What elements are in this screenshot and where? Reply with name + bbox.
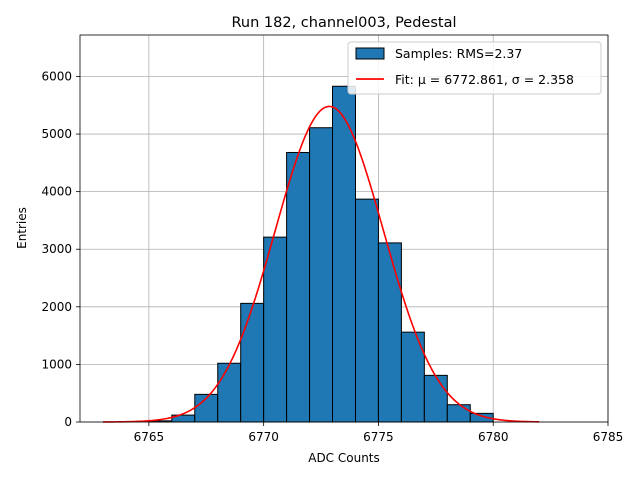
legend: Samples: RMS=2.37 Fit: μ = 6772.861, σ =… (347, 41, 602, 95)
histogram-bar (446, 404, 471, 423)
histogram-bar (286, 151, 311, 423)
fit-curve (102, 105, 540, 423)
legend-samples-label: Samples: RMS=2.37 (395, 46, 522, 61)
y-tick-label: 6000 (41, 69, 72, 83)
y-tick-label: 5000 (41, 127, 72, 141)
y-tick-label: 3000 (41, 242, 72, 256)
histogram-bar (354, 198, 379, 423)
histogram-bars (148, 85, 494, 423)
histogram-bar (377, 242, 402, 423)
histogram-bar (309, 127, 334, 423)
legend-box (347, 41, 602, 95)
legend-samples-swatch (355, 47, 385, 60)
fit-curve-layer (102, 105, 540, 423)
histogram-bar (332, 85, 356, 423)
x-tick-label: 6780 (478, 430, 509, 444)
legend-fit-label: Fit: μ = 6772.861, σ = 2.358 (395, 72, 574, 87)
y-tick-label: 0 (64, 415, 72, 429)
x-tick-label: 6785 (593, 430, 624, 444)
y-tick-label: 4000 (41, 185, 72, 199)
x-tick-label: 6770 (248, 430, 279, 444)
x-axis-title: ADC Counts (308, 451, 380, 465)
y-axis-ticks: 0 1000 2000 3000 4000 5000 6000 (41, 69, 80, 429)
y-axis-title: Entries (15, 207, 29, 249)
histogram-bar (240, 302, 265, 423)
x-axis-ticks: 6765 6770 6775 6780 6785 (134, 422, 624, 444)
chart-title: Run 182, channel003, Pedestal (231, 15, 456, 31)
histogram-bar (263, 236, 288, 423)
plot-frame (79, 34, 609, 423)
histogram-bar (423, 374, 448, 423)
y-tick-label: 2000 (41, 300, 72, 314)
y-tick-label: 1000 (41, 357, 72, 371)
histogram-bar (217, 362, 242, 423)
x-tick-label: 6765 (134, 430, 165, 444)
x-tick-label: 6775 (363, 430, 394, 444)
